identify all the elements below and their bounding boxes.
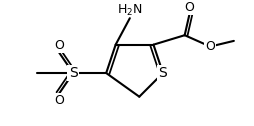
Text: H$_2$N: H$_2$N	[117, 3, 142, 18]
Text: O: O	[184, 1, 194, 14]
Text: S: S	[158, 66, 167, 80]
Text: O: O	[54, 94, 64, 107]
Text: O: O	[205, 40, 215, 53]
Text: S: S	[69, 66, 77, 80]
Text: O: O	[54, 39, 64, 52]
